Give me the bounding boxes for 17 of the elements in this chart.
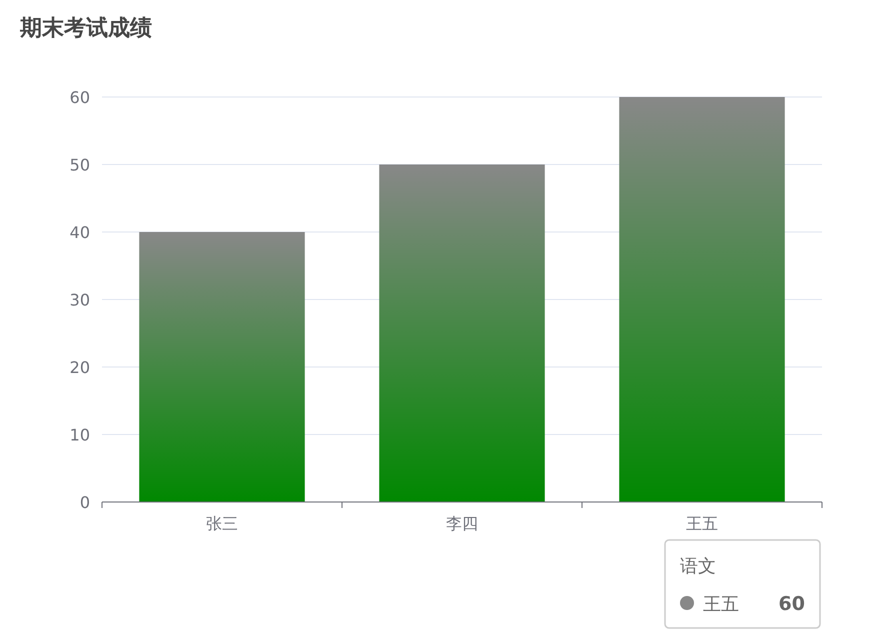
y-tick-label: 0: [80, 493, 90, 512]
bar: [619, 97, 785, 502]
y-tick-label: 60: [70, 88, 90, 107]
bar: [379, 164, 545, 502]
text: 语文: [680, 556, 716, 577]
x-tick-label: 李四: [446, 514, 478, 533]
chart-title: 期末考试成绩: [19, 16, 152, 41]
y-tick-label: 50: [70, 156, 90, 174]
bar: [139, 232, 305, 502]
x-tick-label: 王五: [686, 514, 718, 533]
text: 王五: [703, 594, 739, 615]
y-tick-label: 10: [70, 426, 90, 444]
x-tick-label: 张三: [206, 514, 238, 533]
y-tick-label: 40: [70, 223, 90, 242]
text: 60: [778, 593, 805, 615]
y-tick-label: 20: [70, 358, 90, 377]
y-tick-label: 30: [70, 290, 90, 310]
